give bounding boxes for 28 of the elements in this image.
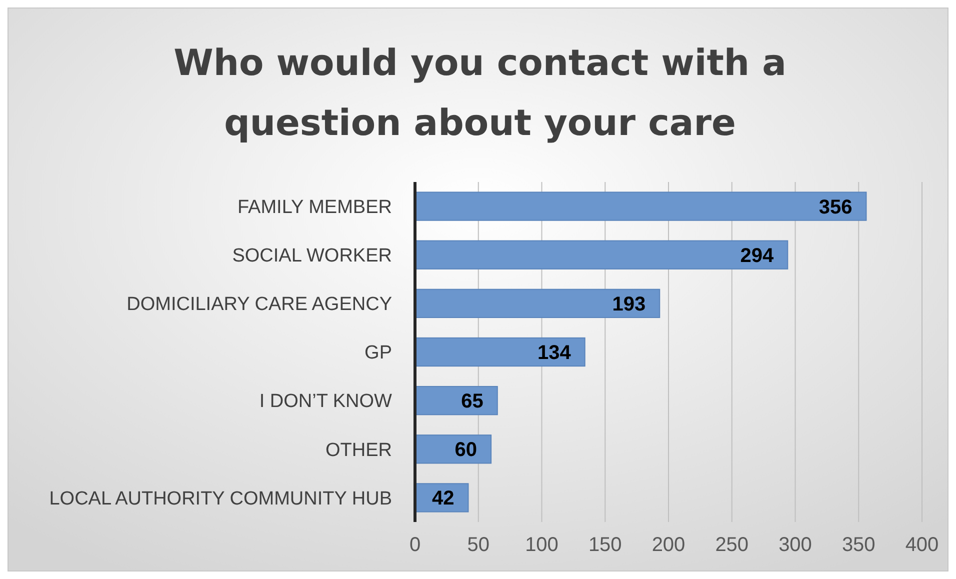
y-tick-label: SOCIAL WORKER bbox=[232, 246, 392, 267]
x-tick-label: 300 bbox=[778, 534, 812, 556]
bar bbox=[414, 240, 788, 270]
data-label: 294 bbox=[740, 244, 775, 267]
x-tick-label: 0 bbox=[409, 534, 421, 556]
data-label: 134 bbox=[537, 342, 572, 364]
x-tick-label: 400 bbox=[905, 534, 939, 556]
data-label: 65 bbox=[461, 390, 484, 413]
data-label: 60 bbox=[454, 439, 478, 462]
bar bbox=[414, 337, 586, 367]
x-tick-label: 50 bbox=[467, 534, 490, 556]
y-tick-label: OTHER bbox=[326, 440, 392, 461]
y-tick-label: I DON’T KNOW bbox=[259, 391, 392, 412]
x-tick-label: 350 bbox=[842, 534, 876, 556]
x-tick-label: 100 bbox=[525, 534, 558, 556]
bar bbox=[414, 288, 660, 318]
x-tick-label: 200 bbox=[652, 534, 686, 556]
x-tick-label: 150 bbox=[588, 534, 622, 556]
y-tick-label: LOCAL AUTHORITY COMMUNITY HUB bbox=[49, 488, 392, 510]
y-tick-label: GP bbox=[364, 342, 392, 364]
data-label: 42 bbox=[432, 488, 454, 510]
data-label: 193 bbox=[612, 293, 646, 316]
y-tick-label: FAMILY MEMBER bbox=[238, 196, 392, 218]
bar bbox=[414, 192, 867, 221]
y-tick-label: DOMICILIARY CARE AGENCY bbox=[126, 294, 392, 316]
data-label: 356 bbox=[818, 196, 852, 218]
x-tick-label: 250 bbox=[715, 534, 749, 556]
chart-title: Who would you contact with a question about your care bbox=[174, 43, 786, 144]
